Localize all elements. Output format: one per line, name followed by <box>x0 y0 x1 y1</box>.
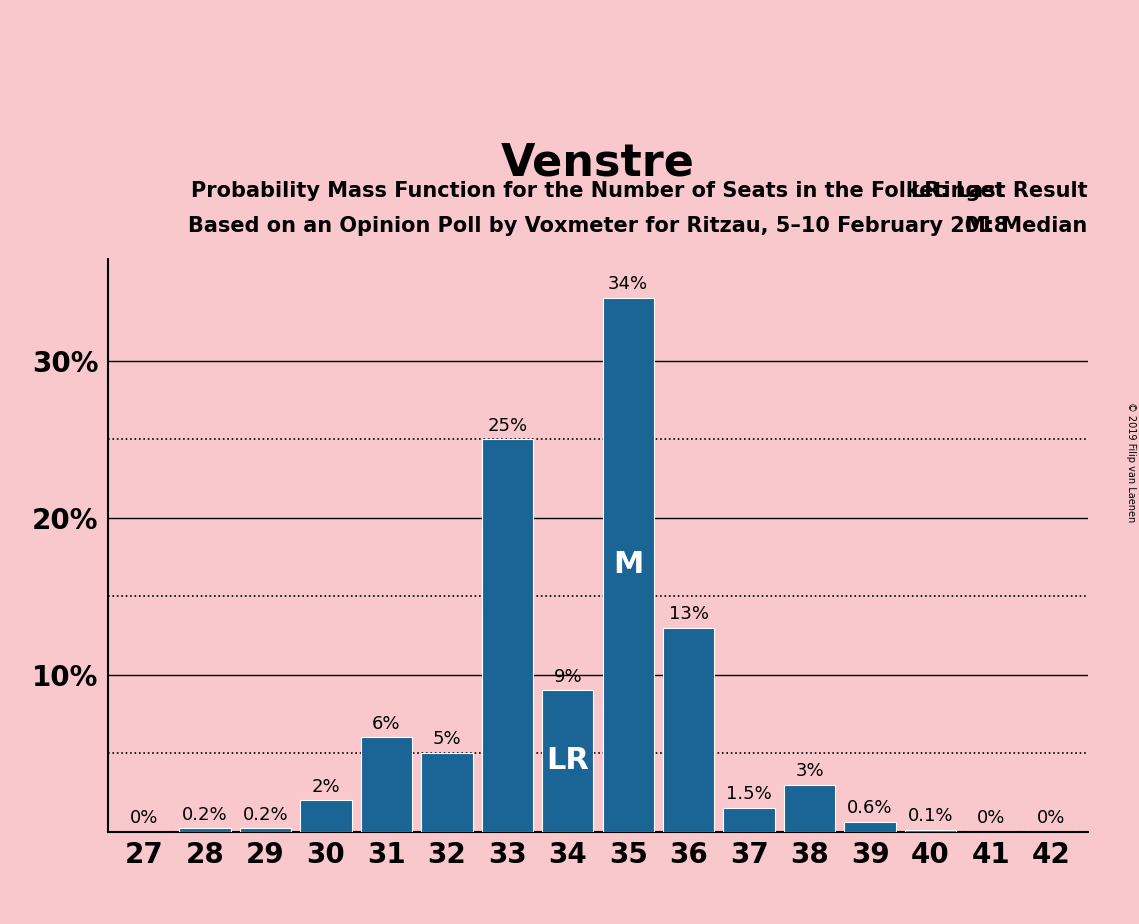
Bar <box>542 690 593 832</box>
Text: 25%: 25% <box>487 417 527 434</box>
Bar <box>361 737 412 832</box>
Text: 1.5%: 1.5% <box>727 785 772 803</box>
Bar <box>904 830 957 832</box>
Bar <box>663 627 714 832</box>
Text: 0%: 0% <box>130 808 158 827</box>
Text: Based on an Opinion Poll by Voxmeter for Ritzau, 5–10 February 2018: Based on an Opinion Poll by Voxmeter for… <box>188 216 1008 236</box>
Bar <box>421 753 473 832</box>
Text: 0.2%: 0.2% <box>243 806 288 824</box>
Bar <box>239 829 292 832</box>
Text: 13%: 13% <box>669 605 708 623</box>
Text: 0.1%: 0.1% <box>908 808 953 825</box>
Text: 0.6%: 0.6% <box>847 799 893 818</box>
Text: 34%: 34% <box>608 275 648 293</box>
Bar <box>603 298 654 832</box>
Bar <box>179 829 230 832</box>
Text: 0%: 0% <box>1038 808 1066 827</box>
Text: 0%: 0% <box>977 808 1006 827</box>
Text: M: Median: M: Median <box>966 216 1088 236</box>
Text: LR: Last Result: LR: Last Result <box>911 181 1088 201</box>
Text: 3%: 3% <box>795 761 823 780</box>
Text: 2%: 2% <box>312 777 341 796</box>
Text: 0.2%: 0.2% <box>182 806 228 824</box>
Text: 5%: 5% <box>433 730 461 748</box>
Text: LR: LR <box>547 747 589 775</box>
Bar <box>844 822 895 832</box>
Text: 6%: 6% <box>372 715 401 733</box>
Text: © 2019 Filip van Laenen: © 2019 Filip van Laenen <box>1126 402 1136 522</box>
Bar <box>784 784 835 832</box>
Bar <box>723 808 775 832</box>
Text: M: M <box>613 551 644 579</box>
Title: Venstre: Venstre <box>501 141 695 185</box>
Text: Probability Mass Function for the Number of Seats in the Folketinget: Probability Mass Function for the Number… <box>191 181 1005 201</box>
Text: 9%: 9% <box>554 668 582 686</box>
Bar <box>482 439 533 832</box>
Bar <box>301 800 352 832</box>
